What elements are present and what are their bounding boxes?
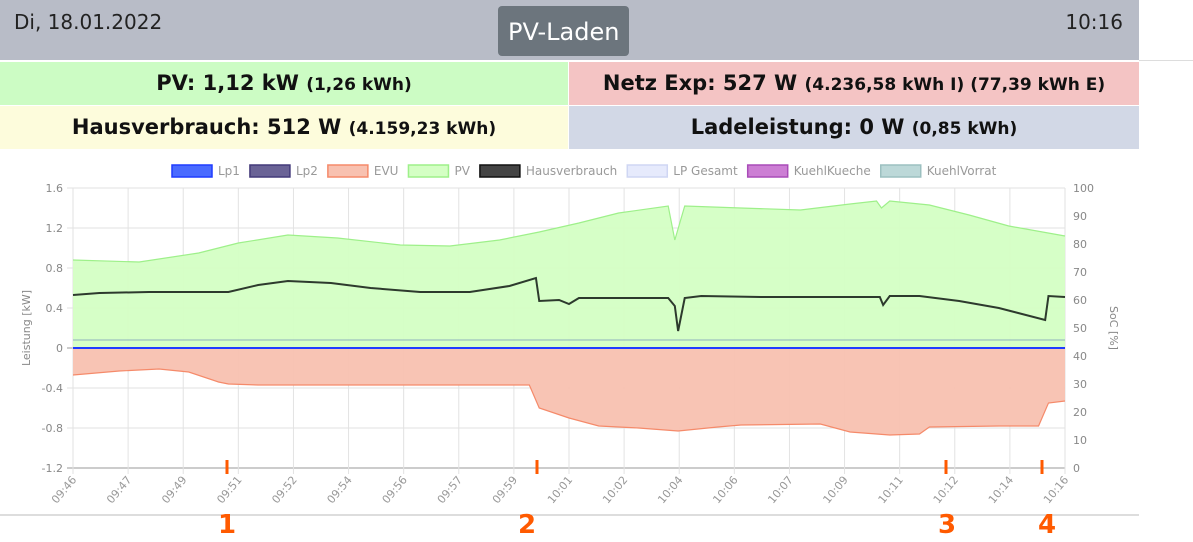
legend-swatch-hausverbrauch [479, 164, 521, 178]
legend-label-kuehlvorrat: KuehlVorrat [927, 164, 997, 178]
y2-tick-label: 10 [1073, 434, 1087, 447]
pv-energy: (1,26 kWh) [306, 75, 412, 95]
y2-tick-label: 80 [1073, 238, 1087, 251]
y-tick-label: 0.8 [46, 262, 64, 275]
annotation-3: 3 [938, 510, 957, 540]
x-tick-label: 10:11 [876, 474, 906, 507]
legend-label-evu: EVU [374, 164, 399, 178]
x-tick-label: 09:56 [380, 474, 410, 507]
house-energy: (4.159,23 kWh) [348, 119, 497, 139]
grid-value: Netz Exp: 527 W [602, 71, 798, 95]
charge-stat: Ladeleistung: 0 W (0,85 kWh) [569, 106, 1139, 149]
y2-tick-label: 100 [1073, 182, 1094, 195]
x-tick-label: 10:16 [1041, 474, 1071, 507]
x-tick-label: 09:54 [325, 474, 355, 507]
x-tick-label: 10:04 [655, 474, 685, 507]
header-bar: Di, 18.01.2022 PV-Laden 10:16 [0, 0, 1139, 60]
y2-tick-label: 90 [1073, 210, 1087, 223]
x-tick-label: 09:47 [104, 474, 134, 507]
legend-swatch-lp1 [171, 164, 213, 178]
legend-label-pv: PV [454, 164, 470, 178]
y2-axis-title: SoC [%] [1107, 306, 1120, 350]
y-tick-label: -1.2 [42, 462, 63, 475]
legend-label-lp2: Lp2 [296, 164, 318, 178]
legend-label-lp1: Lp1 [218, 164, 240, 178]
legend-swatch-kuehlvorrat [880, 164, 922, 178]
header-edge [1139, 0, 1193, 61]
grid-stat: Netz Exp: 527 W (4.236,58 kWh I) (77,39 … [569, 62, 1139, 105]
y2-tick-label: 70 [1073, 266, 1087, 279]
x-tick-label: 10:01 [545, 474, 575, 507]
annotation-4: 4 [1038, 510, 1057, 540]
y-tick-label: -0.4 [42, 382, 63, 395]
legend-label-kuehlkueche: KuehlKueche [794, 164, 871, 178]
legend-swatch-lp2 [249, 164, 291, 178]
power-chart: 1.61.20.80.40-0.4-0.8-1.2100908070605040… [0, 164, 1139, 516]
house-value: Hausverbrauch: 512 W [71, 115, 342, 139]
y2-tick-label: 50 [1073, 322, 1087, 335]
y2-tick-label: 30 [1073, 378, 1087, 391]
x-tick-label: 10:07 [765, 474, 795, 507]
x-tick-label: 10:02 [600, 474, 630, 507]
legend-label-hausverbrauch: Hausverbrauch [526, 164, 617, 178]
x-tick-label: 10:12 [931, 474, 961, 507]
grid-energy: (4.236,58 kWh I) (77,39 kWh E) [804, 75, 1106, 95]
pv-value: PV: 1,12 kW [156, 71, 299, 95]
y2-tick-label: 0 [1073, 462, 1080, 475]
annotation-1: 1 [218, 510, 237, 540]
pv-area [73, 201, 1065, 348]
y-tick-label: 1.2 [46, 222, 64, 235]
date: Di, 18.01.2022 [14, 10, 163, 34]
y-tick-label: -0.8 [42, 422, 63, 435]
legend-swatch-pv [407, 164, 450, 178]
y-tick-label: 0 [56, 342, 63, 355]
charge-mode-button[interactable]: PV-Laden [498, 6, 630, 56]
x-tick-label: 10:14 [986, 474, 1016, 507]
y2-tick-label: 40 [1073, 350, 1087, 363]
x-tick-label: 09:57 [435, 474, 465, 507]
x-tick-label: 10:06 [710, 474, 740, 507]
x-tick-label: 09:59 [490, 474, 520, 507]
legend-swatch-evu [327, 164, 369, 178]
legend-label-lp gesamt: LP Gesamt [673, 164, 738, 178]
charge-energy: (0,85 kWh) [911, 119, 1018, 139]
y-tick-label: 0.4 [46, 302, 64, 315]
house-stat: Hausverbrauch: 512 W (4.159,23 kWh) [0, 106, 568, 149]
pv-stat: PV: 1,12 kW (1,26 kWh) [0, 62, 568, 105]
annotation-2: 2 [518, 510, 537, 540]
pv-line [72, 200, 1066, 263]
evu-area [73, 348, 1065, 435]
x-tick-label: 10:09 [821, 474, 851, 507]
evu-line [72, 368, 1066, 436]
x-tick-label: 09:52 [269, 474, 299, 507]
hausverbrauch-line [72, 276, 1066, 332]
y-axis-title: Leistung [kW] [20, 290, 33, 366]
y2-tick-label: 20 [1073, 406, 1087, 419]
y-tick-label: 1.6 [46, 182, 64, 195]
x-tick-label: 09:51 [214, 474, 244, 507]
charge-value: Ladeleistung: 0 W [690, 115, 905, 139]
x-tick-label: 09:49 [159, 474, 189, 507]
clock: 10:16 [1065, 10, 1123, 34]
legend-swatch-kuehlkueche [746, 164, 789, 178]
y2-tick-label: 60 [1073, 294, 1087, 307]
legend-swatch-lp gesamt [626, 164, 669, 178]
x-tick-label: 09:46 [49, 474, 79, 507]
